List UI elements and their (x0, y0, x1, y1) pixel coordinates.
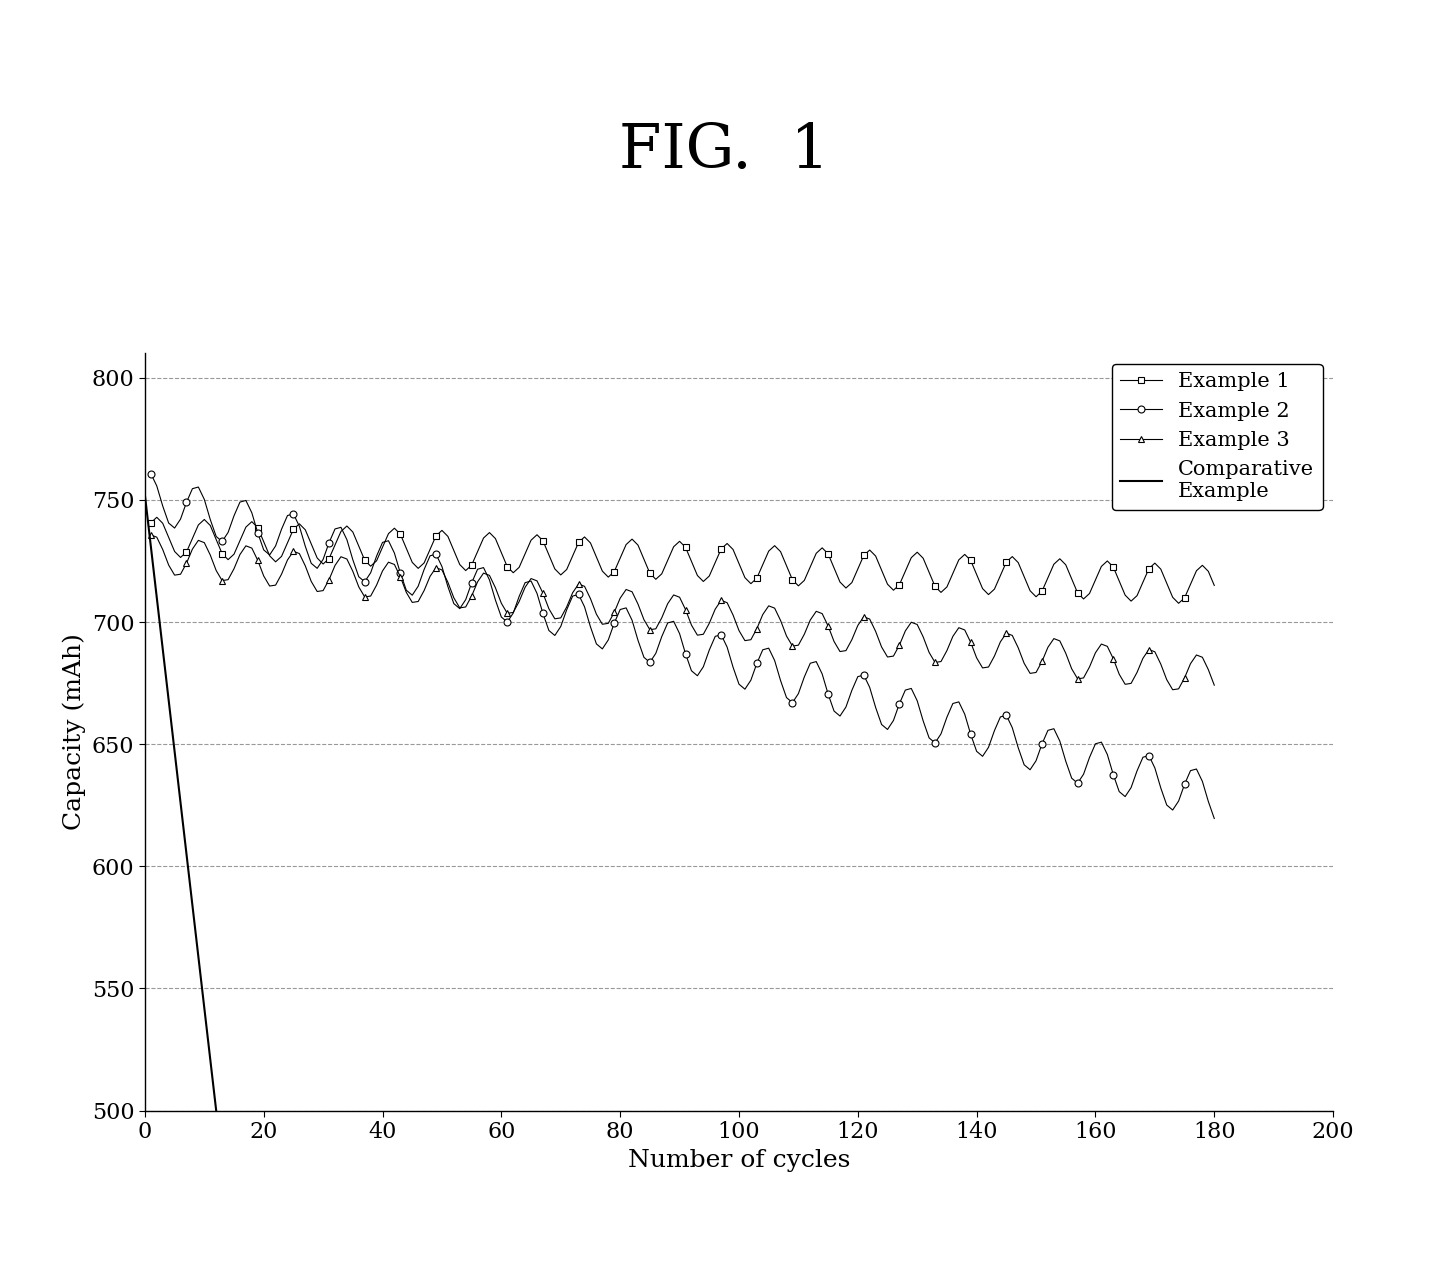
Text: FIG.  1: FIG. 1 (619, 121, 830, 182)
Line: Example 1: Example 1 (148, 514, 1217, 607)
Example 1 (1093, 559, 1110, 574)
Example 1 (165, 544, 183, 559)
Example 1 (1169, 596, 1187, 611)
Legend: Example 1, Example 2, Example 3, Comparative
Example: Example 1, Example 2, Example 3, Compara… (1111, 363, 1323, 510)
Example 1 (148, 510, 165, 525)
Line: Example 3: Example 3 (148, 531, 1217, 693)
Example 3 (159, 558, 177, 573)
Example 2 (546, 628, 564, 644)
Example 2 (1206, 811, 1223, 827)
Example 2 (1169, 794, 1187, 809)
Example 1 (142, 515, 159, 530)
Example 2 (1087, 736, 1104, 751)
Example 3 (142, 528, 159, 543)
Example 3 (267, 578, 284, 593)
Example 2 (142, 466, 159, 481)
Line: Example 2: Example 2 (148, 471, 1217, 822)
Example 1 (1206, 578, 1223, 593)
Example 1 (272, 549, 290, 564)
Example 3 (1087, 645, 1104, 660)
Example 3 (362, 588, 380, 603)
Example 3 (1164, 683, 1181, 698)
Example 1 (368, 553, 385, 568)
Example 3 (1177, 670, 1194, 685)
Example 3 (546, 611, 564, 626)
X-axis label: Number of cycles: Number of cycles (627, 1148, 851, 1171)
Example 1 (1182, 577, 1200, 592)
Example 2 (362, 565, 380, 581)
Example 3 (1206, 678, 1223, 693)
Y-axis label: Capacity (mAh): Capacity (mAh) (62, 634, 85, 830)
Example 2 (159, 515, 177, 530)
Example 2 (267, 539, 284, 554)
Example 1 (552, 568, 569, 583)
